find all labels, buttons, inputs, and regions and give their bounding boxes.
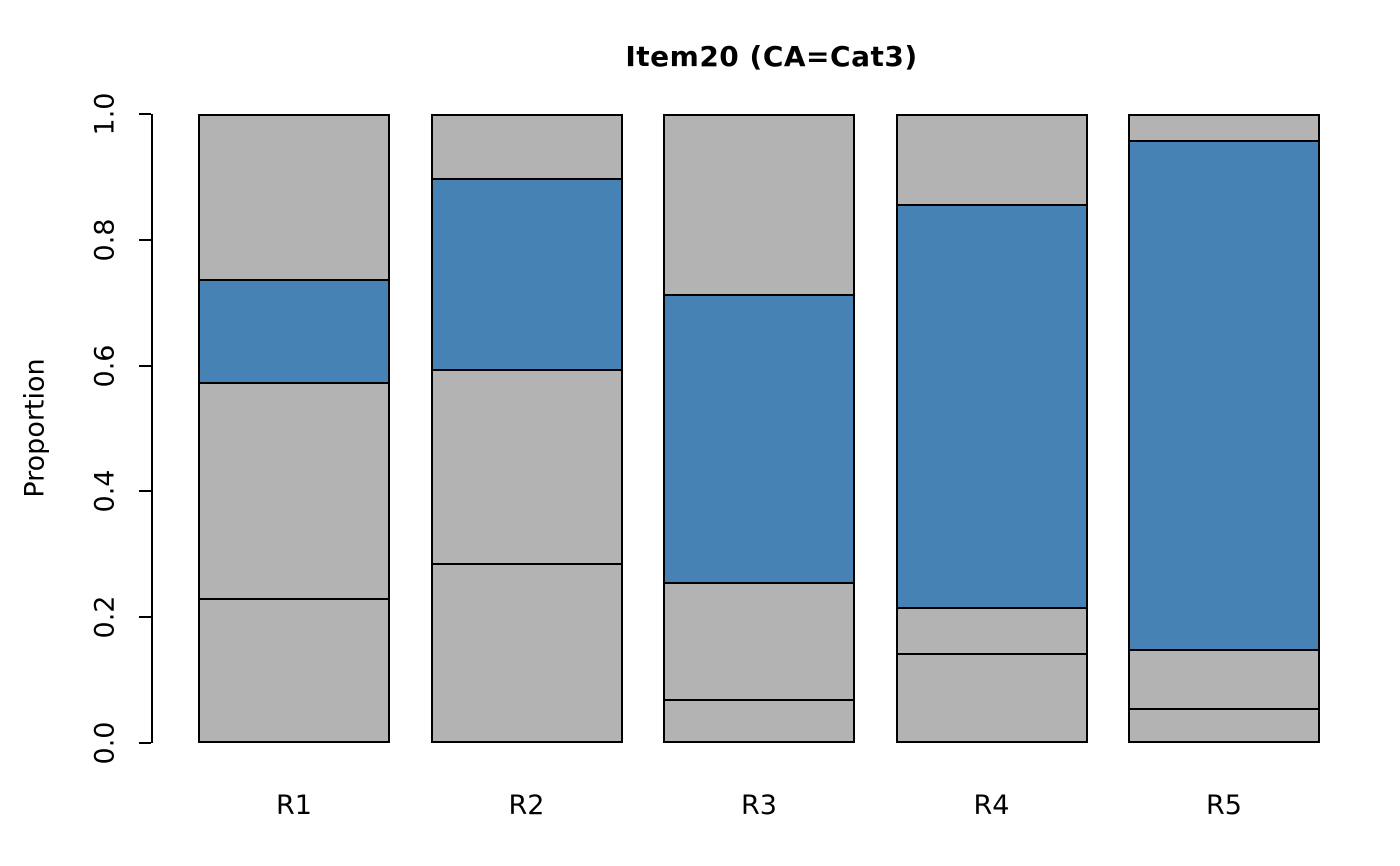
segment-boundary — [897, 652, 1086, 655]
y-tick-label: 0.4 — [89, 469, 121, 513]
y-tick — [139, 742, 151, 744]
segment-boundary — [1130, 649, 1318, 652]
x-tick-label-R5: R5 — [1206, 790, 1242, 821]
bar-R3 — [663, 114, 855, 743]
x-tick-label-R3: R3 — [741, 790, 777, 821]
y-tick — [139, 238, 151, 241]
bar-segment-R2-Cat1 — [432, 564, 621, 741]
segment-boundary — [432, 177, 621, 180]
bar-segment-R5-Cat2 — [1130, 650, 1318, 710]
bar-segment-R2-Cat3 — [432, 178, 621, 371]
bar-segment-R5-Cat4 — [1130, 116, 1318, 141]
segment-boundary — [432, 369, 621, 372]
bar-segment-R3-Cat1 — [665, 700, 853, 741]
y-axis-title: Proportion — [19, 358, 51, 498]
bar-R2 — [430, 114, 623, 743]
bar-segment-R4-Cat4 — [897, 116, 1086, 206]
segment-boundary — [1130, 140, 1318, 142]
y-tick — [139, 490, 151, 493]
segment-boundary — [665, 581, 853, 584]
y-tick-label: 0.6 — [89, 344, 121, 388]
bar-segment-R3-Cat3 — [665, 295, 853, 583]
bar-segment-R2-Cat4 — [432, 116, 621, 179]
bar-R1 — [198, 114, 390, 743]
x-tick-label-R2: R2 — [508, 790, 545, 821]
bar-segment-R4-Cat2 — [897, 607, 1086, 654]
segment-boundary — [665, 294, 853, 297]
segment-boundary — [897, 204, 1086, 207]
bar-R4 — [895, 114, 1088, 743]
plot-area: 0.0 0.2 0.4 0.6 0.8 1.0 — [90, 93, 1390, 764]
x-tick-label-R4: R4 — [973, 790, 1010, 821]
bar-segment-R1-Cat2 — [200, 382, 388, 600]
segment-boundary — [665, 699, 853, 702]
bar-segment-R4-Cat3 — [897, 205, 1086, 608]
bar-segment-R4-Cat1 — [897, 653, 1086, 741]
chart-title: Item20 (CA=Cat3) — [625, 40, 918, 73]
y-tick-label: 0.2 — [89, 595, 121, 639]
segment-boundary — [200, 381, 388, 384]
bar-segment-R1-Cat1 — [200, 599, 388, 741]
bar-segment-R3-Cat4 — [665, 116, 853, 296]
y-tick-label: 1.0 — [89, 92, 121, 136]
bar-segment-R5-Cat3 — [1130, 141, 1318, 651]
y-tick-label: 0.8 — [89, 218, 121, 262]
segment-boundary — [200, 598, 388, 601]
segment-boundary — [897, 606, 1086, 609]
bar-segment-R2-Cat2 — [432, 370, 621, 565]
segment-boundary — [1130, 708, 1318, 711]
bar-segment-R1-Cat4 — [200, 116, 388, 281]
bar-segment-R1-Cat3 — [200, 280, 388, 383]
bar-R5 — [1128, 114, 1320, 743]
y-tick-label: 0.0 — [89, 721, 121, 765]
y-axis-line — [151, 114, 153, 743]
x-tick-label-R1: R1 — [276, 790, 312, 821]
segment-boundary — [200, 279, 388, 282]
y-tick — [139, 364, 151, 367]
y-tick — [139, 113, 151, 115]
y-tick — [139, 616, 151, 619]
segment-boundary — [432, 563, 621, 566]
bar-segment-R5-Cat1 — [1130, 709, 1318, 741]
bar-segment-R3-Cat2 — [665, 582, 853, 701]
